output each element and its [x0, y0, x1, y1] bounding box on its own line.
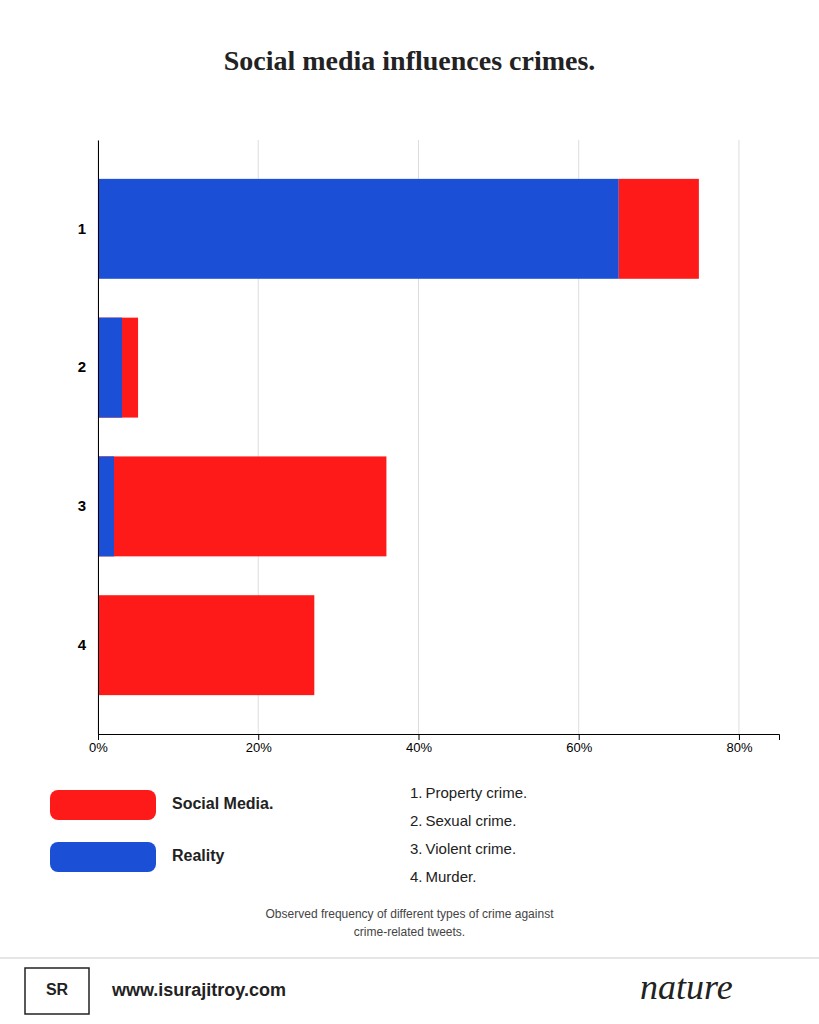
x-tick-label: 80% [726, 740, 752, 755]
y-tick: 4 [78, 636, 87, 653]
annotation: 4. Murder. [410, 868, 476, 885]
x-tick-mark [579, 734, 580, 740]
legend-swatch [50, 842, 156, 872]
y-tick: 1 [78, 220, 86, 237]
crime-list: 1. Property crime. 2. Sexual crime. 3. Vio… [410, 784, 527, 885]
footer-rule [0, 958, 819, 959]
bar [98, 179, 619, 279]
annotation: 3. Violent crime. [410, 840, 516, 857]
bars [98, 179, 699, 695]
x-tick: 0% [89, 734, 108, 755]
x-tick: 60% [566, 734, 592, 755]
x-tick-mark [258, 734, 259, 740]
legend-label: Reality [172, 847, 225, 864]
annotation: nature [640, 967, 733, 1007]
y-tick: 3 [78, 497, 86, 514]
logo-box [25, 968, 89, 1014]
grid-line [98, 140, 99, 734]
annotation: www.isurajitroy.com [111, 980, 286, 1000]
bar [98, 318, 138, 418]
bar [619, 179, 699, 279]
source: Observed frequency of different types of… [266, 907, 555, 939]
bar [98, 456, 114, 556]
y-tick-label: 4 [78, 636, 87, 653]
legend-label: Social Media. [172, 795, 273, 812]
y-tick-label: 2 [78, 358, 86, 375]
x-tick-label: 20% [246, 740, 272, 755]
x-tick-mark [98, 734, 99, 740]
chart-svg: Social media influences crimes. 0% 20% 40% 6… [0, 0, 819, 1024]
y-tick: 2 [78, 358, 86, 375]
bar [98, 595, 314, 695]
legend-swatch [50, 790, 156, 820]
x-tick: 20% [246, 734, 272, 755]
grid [98, 140, 739, 734]
y-tick-label: 1 [78, 220, 86, 237]
x-tick-label: 0% [89, 740, 108, 755]
x-tick-mark [739, 734, 740, 740]
grid-line [738, 140, 739, 734]
x-axis: 0% 20% 40% 60% 80% [89, 734, 779, 755]
title: Social media influences crimes. [224, 45, 596, 76]
bar [98, 318, 122, 418]
y-axis: 1 2 3 4 [78, 141, 99, 735]
legend: Social Media. Reality [50, 790, 273, 872]
plot: 0% 20% 40% 60% 80% 1 2 3 4 [78, 140, 780, 755]
y-axis-line [98, 141, 99, 735]
x-tick-label: 40% [406, 740, 432, 755]
x-axis-line [99, 735, 780, 741]
x-tick: 40% [406, 734, 432, 755]
annotation: SR [46, 981, 69, 998]
annotation: 2. Sexual crime. [410, 812, 516, 829]
x-tick-mark [418, 734, 419, 740]
x-tick: 80% [726, 734, 752, 755]
bar [98, 456, 386, 556]
y-tick-label: 3 [78, 497, 86, 514]
x-tick-label: 60% [566, 740, 592, 755]
annotation: 1. Property crime. [410, 784, 527, 801]
